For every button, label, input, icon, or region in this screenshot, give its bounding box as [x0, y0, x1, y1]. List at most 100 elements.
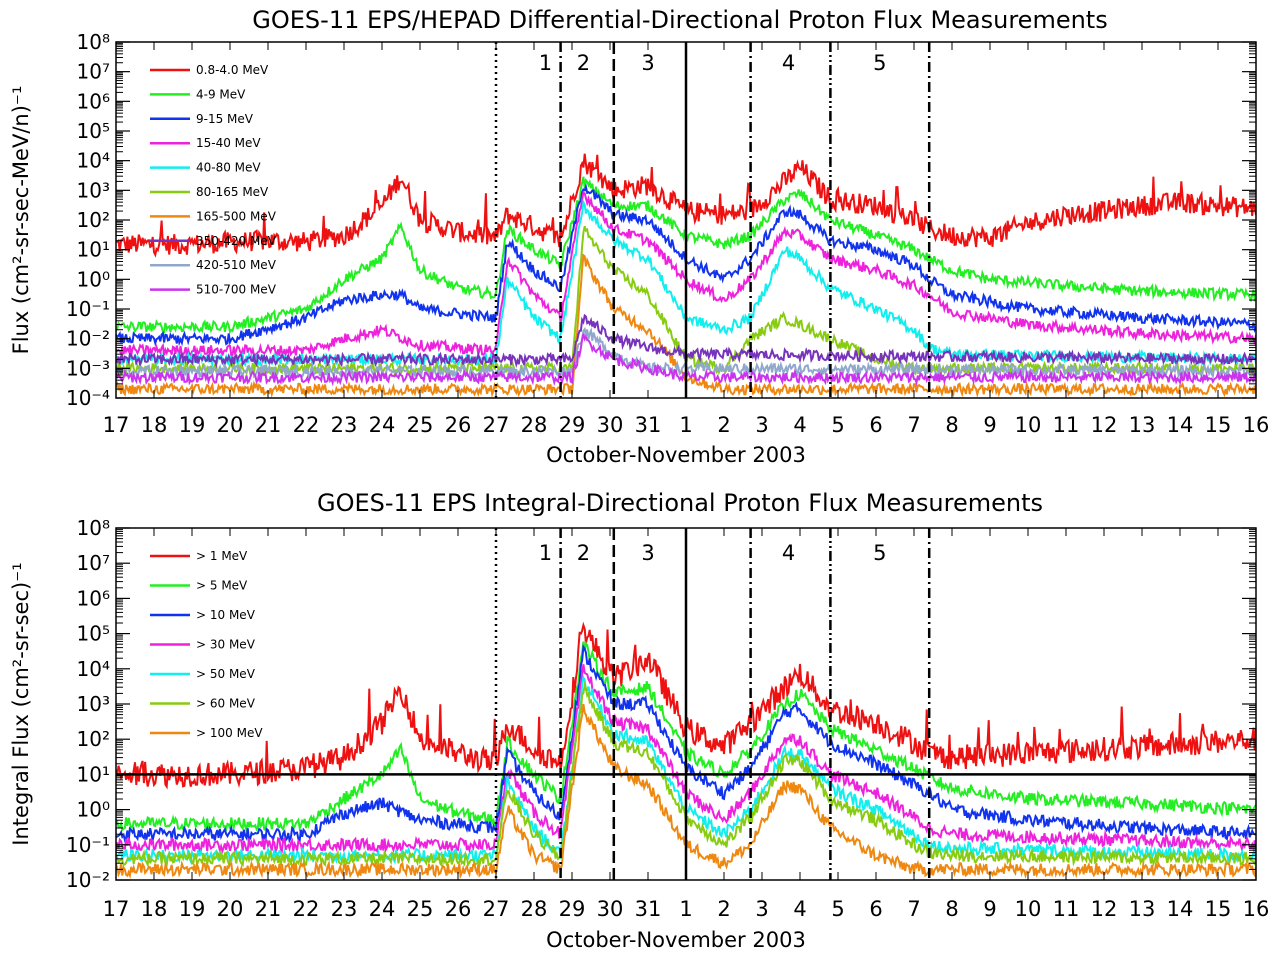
y-tick-label: 10⁰	[77, 267, 110, 291]
legend-entry: > 1 MeV	[196, 549, 248, 563]
x-tick-label: 5	[831, 897, 844, 921]
x-tick-label: 13	[1129, 413, 1156, 437]
x-tick-label: 14	[1167, 413, 1194, 437]
x-tick-label: 22	[293, 897, 320, 921]
x-tick-label: 21	[255, 413, 282, 437]
x-tick-label: 23	[331, 897, 358, 921]
x-tick-label: 19	[179, 897, 206, 921]
x-tick-label: 12	[1091, 897, 1118, 921]
y-tick-label: 10¹	[77, 238, 110, 262]
y-tick-label: 10⁵	[77, 622, 110, 646]
x-tick-label: 7	[907, 413, 920, 437]
legend-entry: > 30 MeV	[196, 638, 256, 652]
y-tick-label: 10²	[77, 208, 110, 232]
x-tick-label: 24	[369, 897, 396, 921]
legend-entry: 9-15 MeV	[196, 112, 254, 126]
x-tick-label: 20	[217, 413, 244, 437]
y-tick-label: 10⁸	[77, 30, 110, 54]
period-label: 5	[873, 51, 886, 75]
period-label: 2	[577, 51, 590, 75]
x-tick-label: 17	[103, 413, 130, 437]
x-tick-label: 27	[483, 897, 510, 921]
legend-entry: 4-9 MeV	[196, 87, 246, 101]
y-tick-label: 10⁻²	[66, 868, 110, 892]
x-tick-label: 2	[717, 413, 730, 437]
chart-title: GOES-11 EPS Integral-Directional Proton …	[317, 489, 1043, 517]
x-tick-label: 18	[141, 413, 168, 437]
y-tick-label: 10⁰	[77, 798, 110, 822]
legend-entry: > 10 MeV	[196, 608, 256, 622]
y-tick-label: 10⁸	[77, 516, 110, 540]
integral-flux-panel: GOES-11 EPS Integral-Directional Proton …	[9, 489, 1269, 952]
y-tick-label: 10⁻¹	[66, 833, 110, 857]
x-tick-label: 9	[983, 897, 996, 921]
y-tick-label: 10⁶	[77, 586, 110, 610]
x-tick-label: 6	[869, 897, 882, 921]
legend-entry: 15-40 MeV	[196, 136, 261, 150]
x-tick-label: 4	[793, 413, 806, 437]
x-tick-label: 25	[407, 897, 434, 921]
y-tick-label: 10⁻⁴	[66, 386, 110, 410]
y-tick-label: 10⁴	[77, 657, 110, 681]
legend-entry: > 5 MeV	[196, 579, 248, 593]
x-tick-label: 31	[635, 897, 662, 921]
x-tick-label: 9	[983, 413, 996, 437]
x-tick-label: 22	[293, 413, 320, 437]
x-tick-label: 18	[141, 897, 168, 921]
x-tick-label: 8	[945, 413, 958, 437]
legend-entry: 420-510 MeV	[196, 258, 277, 272]
x-tick-label: 30	[597, 413, 624, 437]
period-label: 3	[641, 51, 654, 75]
x-tick-label: 28	[521, 413, 548, 437]
x-axis-label: October-November 2003	[546, 443, 806, 467]
legend-entry: 165-500 MeV	[196, 209, 277, 223]
x-tick-label: 20	[217, 897, 244, 921]
period-label: 3	[641, 541, 654, 565]
legend-entry: 0.8-4.0 MeV	[196, 63, 269, 77]
x-tick-label: 13	[1129, 897, 1156, 921]
x-tick-label: 1	[679, 413, 692, 437]
x-tick-label: 12	[1091, 413, 1118, 437]
period-label: 4	[782, 541, 795, 565]
period-label: 2	[577, 541, 590, 565]
period-label: 1	[539, 51, 552, 75]
y-tick-label: 10⁻³	[66, 356, 110, 380]
x-tick-label: 27	[483, 413, 510, 437]
legend-entry: 510-700 MeV	[196, 283, 277, 297]
x-tick-label: 3	[755, 897, 768, 921]
x-tick-label: 11	[1053, 897, 1080, 921]
x-tick-label: 8	[945, 897, 958, 921]
x-tick-label: 16	[1243, 897, 1270, 921]
y-tick-label: 10⁴	[77, 149, 110, 173]
x-tick-label: 10	[1015, 413, 1042, 437]
x-tick-label: 7	[907, 897, 920, 921]
legend-entry: > 50 MeV	[196, 667, 256, 681]
x-tick-label: 19	[179, 413, 206, 437]
x-tick-label: 23	[331, 413, 358, 437]
y-tick-label: 10³	[77, 178, 110, 202]
x-axis-label: October-November 2003	[546, 928, 806, 952]
x-tick-label: 5	[831, 413, 844, 437]
x-tick-label: 1	[679, 897, 692, 921]
legend-entry: > 100 MeV	[196, 726, 263, 740]
y-tick-label: 10²	[77, 727, 110, 751]
x-tick-label: 17	[103, 897, 130, 921]
period-label: 4	[782, 51, 795, 75]
x-tick-label: 28	[521, 897, 548, 921]
x-tick-label: 31	[635, 413, 662, 437]
legend-entry: 40-80 MeV	[196, 161, 261, 175]
x-tick-label: 2	[717, 897, 730, 921]
x-tick-label: 26	[445, 897, 472, 921]
x-tick-label: 21	[255, 897, 282, 921]
y-tick-label: 10⁷	[77, 60, 110, 84]
y-tick-label: 10⁵	[77, 119, 110, 143]
legend-entry: 80-165 MeV	[196, 185, 269, 199]
x-tick-label: 26	[445, 413, 472, 437]
x-tick-label: 25	[407, 413, 434, 437]
x-tick-label: 14	[1167, 897, 1194, 921]
x-tick-label: 15	[1205, 897, 1232, 921]
x-tick-label: 29	[559, 413, 586, 437]
legend-entry: 350-420 MeV	[196, 234, 277, 248]
